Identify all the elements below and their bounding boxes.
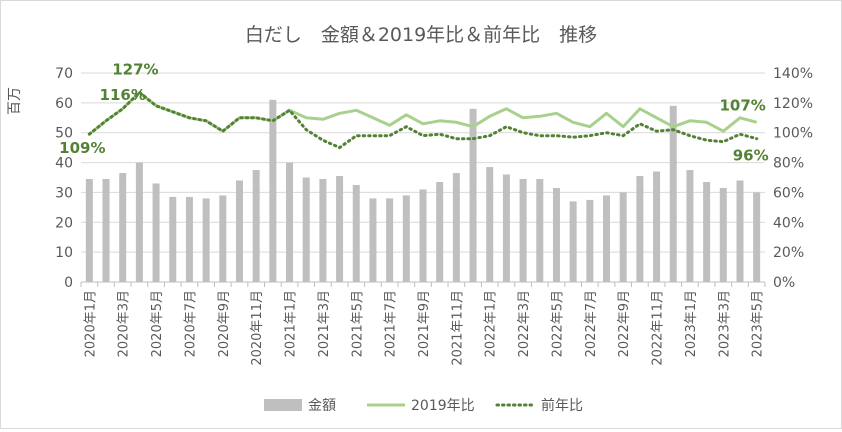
bar: [219, 195, 227, 282]
data-label: 116%: [100, 86, 146, 104]
bar: [302, 177, 310, 282]
bar: [619, 192, 627, 282]
y-left-tick-label: 70: [55, 66, 73, 82]
bar: [586, 199, 594, 282]
bar: [235, 180, 243, 282]
legend-label: 2019年比: [411, 398, 475, 414]
bar: [336, 176, 344, 282]
bar: [603, 195, 611, 282]
y-left-tick-label: 40: [55, 156, 73, 172]
chart-title: 白だし 金額＆2019年比＆前年比 推移: [245, 24, 597, 46]
x-tick-label: 2022年11月: [651, 290, 666, 366]
x-tick-label: 2023年1月: [684, 290, 699, 357]
bar: [386, 198, 394, 282]
x-tick-label: 2022年5月: [550, 290, 565, 357]
line-2019: [88, 90, 758, 136]
bar: [286, 162, 294, 282]
y-left-tick-label: 10: [55, 245, 73, 261]
bar: [135, 162, 143, 282]
y-left-tick-label: 60: [55, 96, 73, 112]
legend-label: 前年比: [541, 397, 583, 414]
x-tick-label: 2022年1月: [484, 290, 499, 357]
bar: [419, 189, 427, 282]
data-label: 127%: [112, 60, 158, 78]
axes: 0 10 20 30 40 50 60 70 0% 20% 40% 60% 80% 100% 120% 140…: [55, 66, 813, 366]
x-tick-label: 2020年11月: [250, 290, 265, 366]
legend-swatch-bar: [264, 399, 302, 411]
data-labels: 109% 116% 127% 107% 96%: [59, 60, 768, 164]
legend: 金額 2019年比 前年比: [264, 397, 583, 414]
legend-label: 金額: [308, 398, 336, 414]
y-left-tick-label: 50: [55, 126, 73, 142]
x-tick-label: 2022年9月: [617, 290, 632, 357]
bar: [402, 195, 410, 282]
y-right-tick-label: 20%: [773, 245, 804, 261]
line-yoy: [87, 90, 759, 150]
data-label: 109%: [59, 139, 105, 157]
bar: [102, 178, 110, 282]
y-right-tick-label: 140%: [773, 66, 813, 82]
data-label: 107%: [719, 96, 765, 114]
x-tick-label: 2020年3月: [117, 290, 132, 357]
bar: [169, 196, 177, 282]
x-tick-label: 2021年5月: [350, 290, 365, 357]
y-right-tick-label: 80%: [773, 156, 804, 172]
y-right-tick-label: 40%: [773, 215, 804, 231]
bar: [502, 174, 510, 282]
line-series: [87, 90, 759, 150]
y-right-tick-label: 0%: [773, 275, 795, 291]
bar: [352, 184, 360, 282]
y-axis-unit-label: 百万: [7, 87, 23, 115]
x-tick-label: 2020年1月: [83, 290, 98, 357]
bar: [552, 187, 560, 282]
x-tick-label: 2021年7月: [384, 290, 399, 357]
x-tick-label: 2022年7月: [584, 290, 599, 357]
x-tick-label: 2020年7月: [183, 290, 198, 357]
bar: [452, 173, 460, 282]
bar: [686, 170, 694, 282]
bar: [269, 99, 277, 282]
y-right-tick-label: 60%: [773, 185, 804, 201]
bar-series: [85, 99, 761, 282]
x-tick-label: 2023年3月: [717, 290, 732, 357]
bar: [753, 192, 761, 282]
x-tick-label: 2021年11月: [450, 290, 465, 366]
bar: [319, 178, 327, 282]
bar: [703, 181, 711, 282]
x-tick-label: 2021年9月: [417, 290, 432, 357]
bar: [252, 170, 260, 282]
y-left-tick-label: 30: [55, 185, 73, 201]
bar: [653, 171, 661, 282]
bar: [536, 178, 544, 282]
x-tick-label: 2021年1月: [284, 290, 299, 357]
bar: [436, 181, 444, 282]
x-tick-label: 2020年9月: [217, 290, 232, 357]
bar: [85, 178, 93, 282]
bar: [719, 187, 727, 282]
x-tick-label: 2022年3月: [517, 290, 532, 357]
x-tick-label: 2021年3月: [317, 290, 332, 357]
x-tick-label: 2023年5月: [751, 290, 766, 357]
bar: [636, 176, 644, 282]
y-left-tick-label: 0: [64, 275, 73, 291]
bar: [185, 196, 193, 282]
bar: [202, 198, 210, 282]
y-left-tick-label: 20: [55, 215, 73, 231]
bar: [119, 173, 127, 282]
y-right-tick-label: 120%: [773, 96, 813, 112]
bar: [486, 167, 494, 282]
bar: [469, 108, 477, 282]
y-right-tick-label: 100%: [773, 126, 813, 142]
bar: [669, 105, 677, 282]
x-tick-label: 2020年5月: [150, 290, 165, 357]
data-label: 96%: [733, 147, 769, 165]
bar: [152, 183, 160, 282]
bar: [369, 198, 377, 282]
bar: [736, 180, 744, 282]
bar: [519, 178, 527, 282]
bar: [569, 201, 577, 282]
